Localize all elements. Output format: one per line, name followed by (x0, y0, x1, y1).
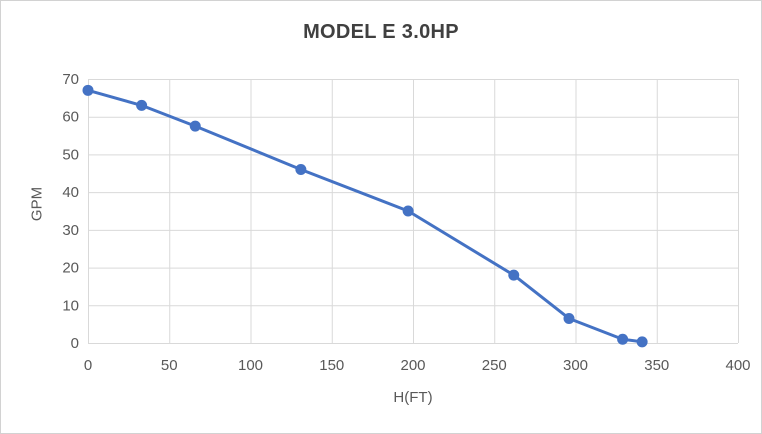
data-point-marker (295, 164, 307, 176)
y-tick-label: 40 (62, 184, 79, 201)
x-tick-label: 200 (400, 357, 425, 374)
data-point-marker (189, 120, 201, 132)
data-point-marker (136, 99, 148, 111)
y-tick-label: 20 (62, 260, 79, 277)
data-point-marker (402, 205, 414, 217)
data-point-marker (636, 336, 648, 348)
x-axis-title: H(FT) (393, 389, 433, 406)
y-tick-label: 70 (62, 71, 79, 88)
y-tick-label: 60 (62, 109, 79, 126)
data-point-marker (508, 269, 520, 281)
x-tick-label: 50 (161, 357, 178, 374)
x-tick-label: 250 (482, 357, 507, 374)
x-tick-label: 350 (644, 357, 669, 374)
x-tick-label: 0 (84, 357, 92, 374)
x-tick-label: 400 (725, 357, 750, 374)
chart-title: MODEL E 3.0HP (303, 21, 459, 43)
data-point-marker (563, 312, 575, 324)
y-tick-label: 0 (71, 335, 79, 352)
data-point-marker (617, 333, 629, 345)
x-tick-label: 100 (238, 357, 263, 374)
y-tick-label: 10 (62, 297, 79, 314)
series-line (86, 88, 644, 344)
y-tick-label: 30 (62, 222, 79, 239)
data-point-marker (82, 84, 94, 96)
x-tick-label: 150 (319, 357, 344, 374)
y-tick-label: 50 (62, 146, 79, 163)
x-tick-label: 300 (563, 357, 588, 374)
